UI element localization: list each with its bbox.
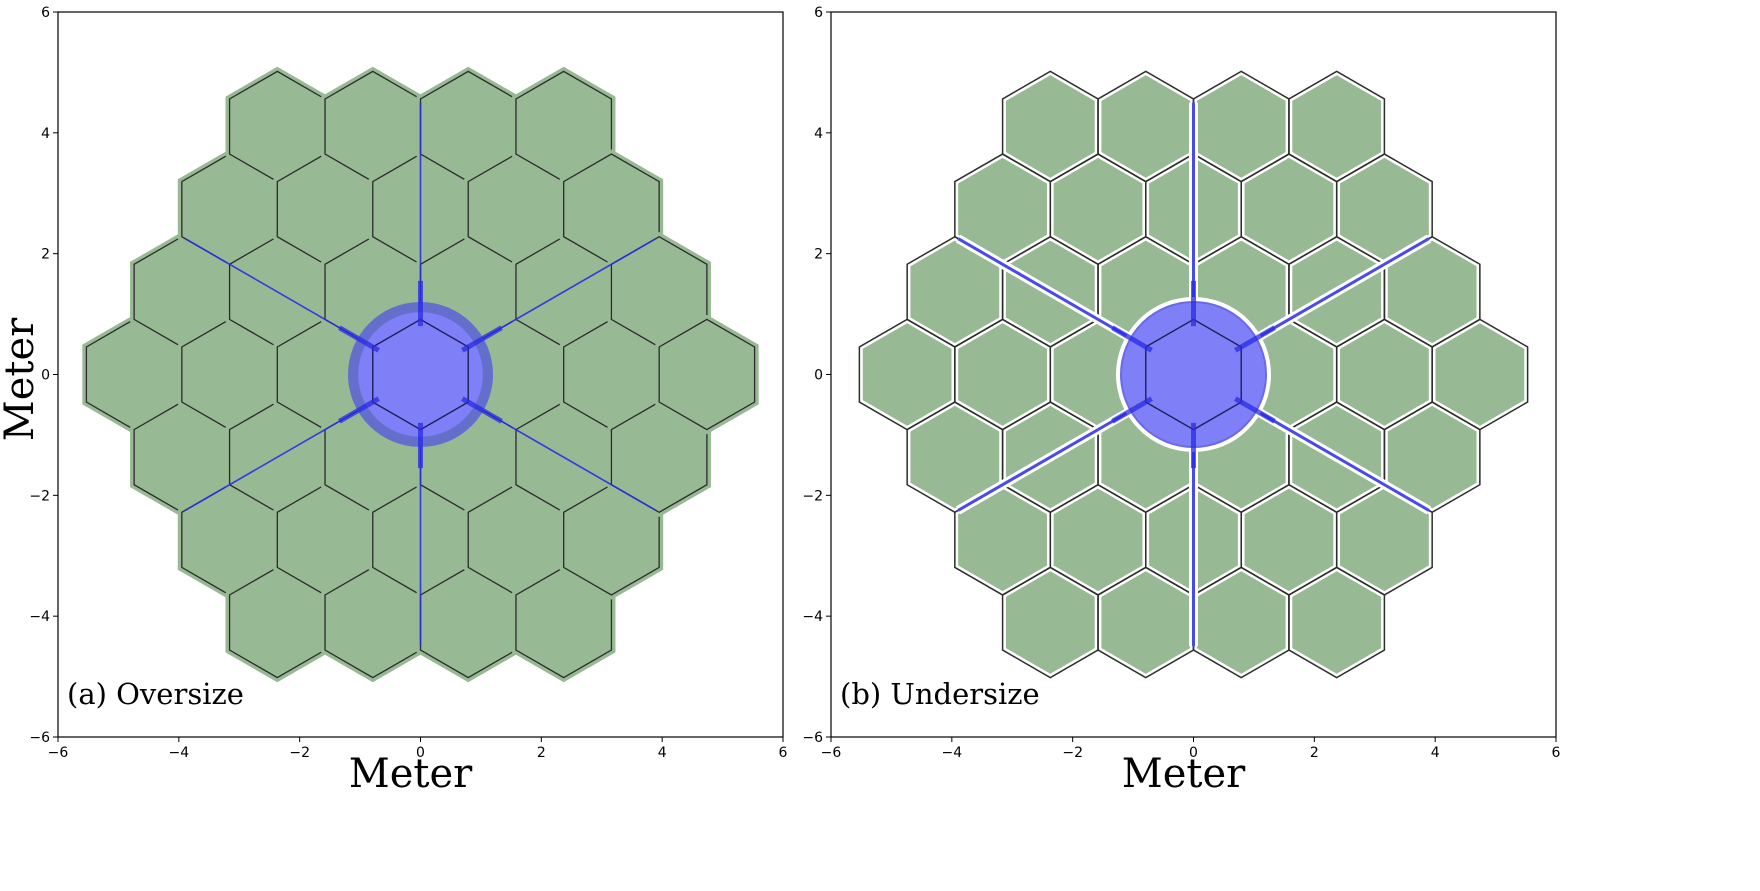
- plot-area: [858, 70, 1529, 679]
- segment-fill: [1101, 571, 1191, 674]
- x-tick-label: 2: [1310, 745, 1319, 761]
- segment-fill: [1340, 323, 1429, 426]
- strut-stub: [1234, 325, 1276, 353]
- x-tick-label: 6: [779, 745, 788, 761]
- strut-stub: [338, 325, 380, 353]
- segment-fill: [1387, 405, 1477, 509]
- x-tick-label: −4: [942, 745, 963, 761]
- segment-fill: [1292, 75, 1382, 178]
- x-tick-label: 0: [416, 745, 425, 761]
- y-tick-label: −6: [802, 730, 823, 746]
- segment-fill: [1196, 75, 1286, 178]
- segment-fill: [1340, 157, 1429, 261]
- x-tick-label: −4: [169, 745, 190, 761]
- x-tick-label: 6: [1552, 745, 1561, 761]
- y-tick-label: 4: [814, 126, 823, 142]
- y-tick-label: 0: [814, 368, 823, 384]
- panel-label: (a) Oversize: [67, 677, 244, 711]
- segment-fill: [1435, 323, 1525, 426]
- segment-fill: [910, 405, 1000, 509]
- y-tick-label: 0: [41, 368, 50, 384]
- strut-stub: [461, 396, 503, 424]
- x-tick-label: −6: [821, 745, 842, 761]
- segment-fill: [1053, 323, 1143, 426]
- y-tick-label: 6: [814, 5, 823, 21]
- segment-fill: [1340, 488, 1429, 592]
- segment-fill: [1101, 75, 1191, 178]
- x-tick-label: 2: [537, 745, 546, 761]
- y-tick-label: 2: [814, 247, 823, 263]
- strut-stub: [338, 396, 380, 424]
- segment-fill: [1053, 488, 1143, 592]
- segment-fill: [1244, 323, 1334, 426]
- x-tick-label: 0: [1189, 745, 1198, 761]
- segment-group: [858, 70, 1529, 679]
- strut-stub: [1234, 396, 1276, 424]
- y-tick-label: 4: [41, 126, 50, 142]
- x-tick-label: 4: [658, 745, 667, 761]
- segment-fill: [958, 323, 1047, 426]
- plot-area: [82, 66, 759, 683]
- segment-fill: [1005, 571, 1095, 674]
- x-tick-label: −2: [1062, 745, 1083, 761]
- x-tick-label: 4: [1431, 745, 1440, 761]
- y-tick-label: −2: [29, 488, 50, 504]
- segment-edge: [1431, 318, 1529, 431]
- strut-stub: [461, 325, 503, 353]
- x-axis-title: Meter: [1122, 751, 1246, 797]
- segment-fill: [1053, 157, 1143, 261]
- panel-undersize: −6−6 −4 −4 −2 −2 0 0 2 2 4 4 6 6 Meter (b) Undersize: [802, 5, 1560, 797]
- segment-fill: [1244, 157, 1334, 261]
- y-tick-label: −6: [29, 730, 50, 746]
- panel-label: (b) Undersize: [840, 677, 1040, 711]
- y-tick-label: −4: [29, 609, 50, 625]
- segment-fill: [1005, 75, 1095, 178]
- central-obscuration: [358, 312, 483, 437]
- x-tick-label: −2: [289, 745, 310, 761]
- panel-oversize: −6−6 −4 −4 −2 −2 0 0 2 2 4 4 6 6 Meter Meter (a) Oversi…: [0, 5, 788, 797]
- segment-outline: [658, 318, 756, 431]
- strut-stub: [1111, 396, 1153, 424]
- y-tick-label: −4: [802, 609, 823, 625]
- x-axis-title: Meter: [349, 751, 473, 797]
- y-tick-label: 6: [41, 5, 50, 21]
- segment-fill: [910, 240, 1000, 344]
- segment-fill: [1244, 488, 1334, 592]
- segment-fill: [1292, 571, 1382, 674]
- segment-fill: [862, 323, 952, 426]
- segment-fill: [1387, 240, 1477, 344]
- strut-stub: [1111, 325, 1153, 353]
- segment-fill: [958, 157, 1047, 261]
- x-tick-label: −6: [48, 745, 69, 761]
- y-tick-label: −2: [802, 488, 823, 504]
- segment-fill: [958, 488, 1047, 592]
- y-tick-label: 2: [41, 247, 50, 263]
- segment-fill: [1196, 571, 1286, 674]
- y-axis-title: Meter: [0, 317, 43, 441]
